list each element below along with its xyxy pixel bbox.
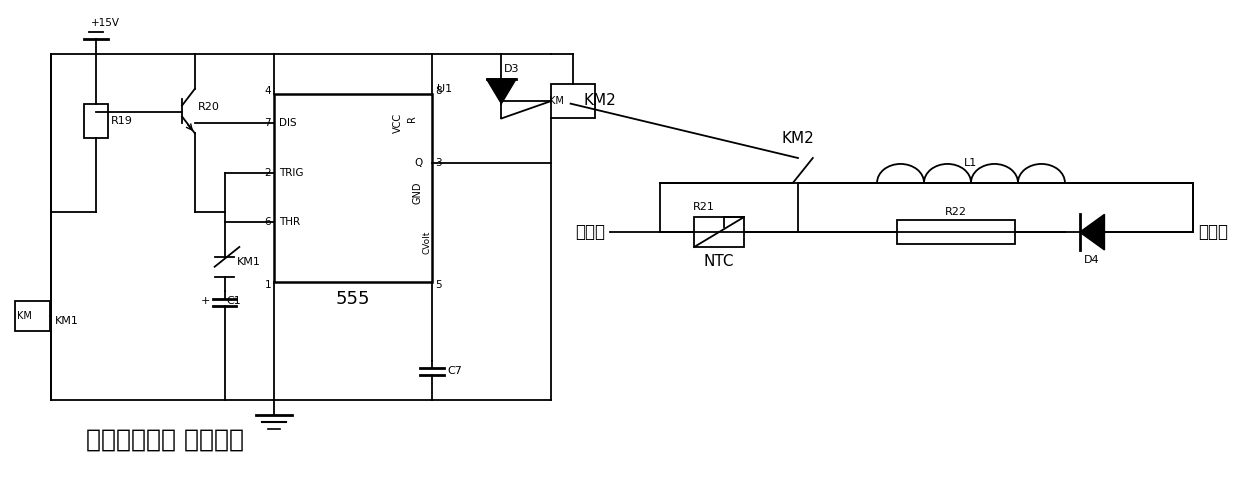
Text: KM2: KM2 — [781, 131, 815, 146]
Text: 冲击电流限制 控制电路: 冲击电流限制 控制电路 — [86, 428, 244, 452]
Text: TRIG: TRIG — [279, 168, 304, 178]
Text: KM: KM — [17, 311, 32, 321]
Bar — [551, 84, 595, 119]
Text: KM: KM — [549, 95, 564, 106]
Text: NTC: NTC — [703, 254, 734, 269]
Text: U1: U1 — [436, 84, 453, 94]
Text: GND: GND — [413, 182, 423, 204]
Text: R20: R20 — [198, 101, 219, 112]
Bar — [15, 302, 50, 331]
Bar — [274, 94, 433, 281]
Text: R19: R19 — [110, 117, 133, 126]
Text: KM2: KM2 — [584, 93, 616, 108]
Text: R22: R22 — [945, 208, 967, 217]
Text: KM1: KM1 — [237, 257, 260, 267]
Text: L1: L1 — [965, 158, 977, 168]
Text: C1: C1 — [227, 296, 242, 307]
Text: Q: Q — [414, 158, 423, 168]
Bar — [694, 217, 744, 247]
Bar — [897, 220, 1016, 244]
Text: D3: D3 — [505, 64, 520, 74]
Polygon shape — [1080, 215, 1105, 250]
Polygon shape — [486, 79, 516, 104]
Text: +: + — [201, 296, 210, 307]
Text: C7: C7 — [446, 366, 461, 375]
Text: 5: 5 — [435, 279, 441, 290]
Text: 4: 4 — [264, 86, 272, 96]
Text: 1: 1 — [264, 279, 272, 290]
Text: R21: R21 — [693, 202, 715, 213]
Text: DIS: DIS — [279, 119, 296, 128]
Text: 3: 3 — [435, 158, 441, 168]
Text: THR: THR — [279, 217, 300, 227]
Text: VCC: VCC — [393, 113, 403, 133]
Text: 8: 8 — [435, 86, 441, 96]
Text: R: R — [408, 115, 418, 122]
Text: 主回路: 主回路 — [1198, 223, 1229, 241]
Bar — [84, 104, 108, 138]
Text: +15V: +15V — [91, 18, 120, 28]
Text: 6: 6 — [264, 217, 272, 227]
Text: 2: 2 — [264, 168, 272, 178]
Text: 主回路: 主回路 — [575, 223, 605, 241]
Text: 7: 7 — [264, 119, 272, 128]
Text: KM1: KM1 — [55, 316, 78, 326]
Text: CVolt: CVolt — [423, 230, 432, 254]
Text: D4: D4 — [1084, 255, 1100, 265]
Text: 555: 555 — [336, 290, 371, 308]
